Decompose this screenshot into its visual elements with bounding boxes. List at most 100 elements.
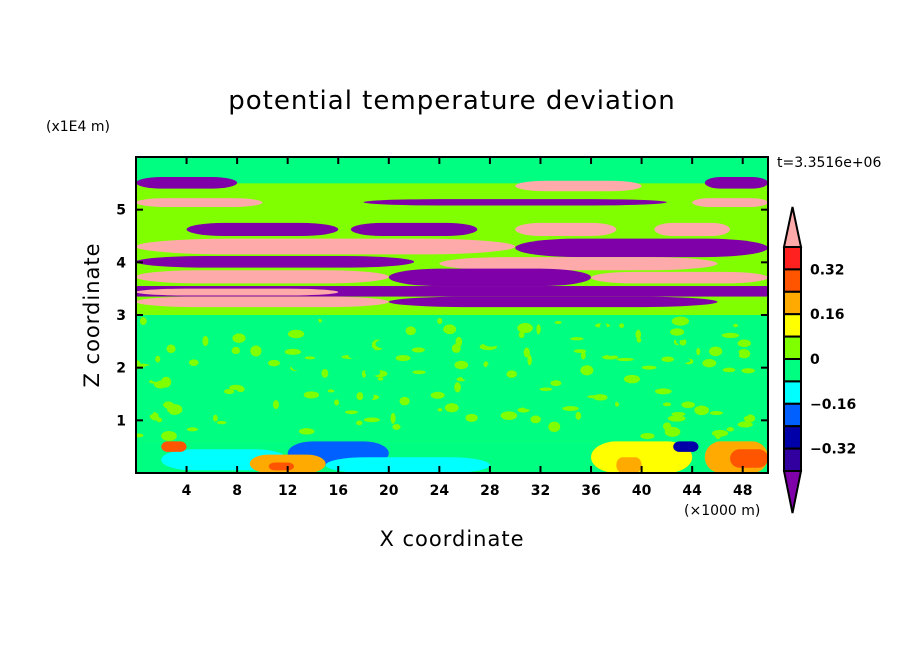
contour-blob (518, 430, 527, 441)
y-tick-label: 4 (116, 255, 126, 271)
contour-blob (527, 354, 532, 366)
x-tick-label: 48 (733, 483, 752, 499)
contour-region (136, 256, 415, 268)
contour-blob (531, 374, 544, 381)
contour-blob (685, 414, 697, 425)
contour-blob (718, 374, 724, 380)
contour-region (161, 441, 187, 452)
contour-blob (554, 320, 562, 325)
contour-region (268, 462, 294, 471)
contour-blob (649, 426, 660, 434)
contour-blob (395, 354, 411, 362)
contour-blob (672, 336, 686, 341)
contour-region (515, 222, 617, 236)
contour-blob (254, 363, 264, 374)
contour-region (136, 177, 238, 189)
colorbar-tick-label: 0.16 (810, 307, 845, 323)
contour-blob (679, 352, 694, 357)
contour-blob (614, 401, 620, 407)
contour-region (704, 177, 768, 189)
contour-blob (210, 354, 227, 359)
contour-blob (734, 406, 750, 418)
contour-blob (549, 347, 565, 354)
x-tick-label: 24 (430, 483, 450, 499)
contour-blob (216, 420, 227, 425)
contour-blob (298, 428, 315, 435)
contour-blob (470, 341, 478, 351)
contour-region (654, 222, 731, 236)
contour-region (136, 270, 389, 284)
contour-blob (686, 334, 697, 341)
contour-blob (461, 372, 475, 381)
contour-blob (356, 420, 363, 426)
contour-blob (430, 391, 445, 399)
contour-blob (444, 403, 459, 413)
contour-blob (375, 339, 391, 349)
contour-blob (664, 426, 681, 437)
contour-blob (733, 323, 738, 328)
contour-blob (161, 430, 177, 441)
contour-blob (287, 329, 305, 339)
contour-blob (490, 371, 504, 376)
contour-blob (324, 317, 342, 326)
contour-blob (483, 338, 500, 347)
contour-blob (272, 400, 279, 410)
contour-blob (391, 319, 408, 330)
contour-blob (166, 344, 176, 354)
chart-title: potential temperature deviation (228, 86, 676, 116)
contour-blob (327, 389, 335, 393)
contour-blob (549, 357, 564, 368)
contour-blob (385, 330, 398, 337)
contour-blob (360, 391, 374, 402)
contour-blob (539, 387, 553, 391)
contour-blob (753, 377, 762, 385)
colorbar-extend-min (782, 470, 803, 514)
y-tick-label: 5 (116, 203, 126, 219)
contour-blob (454, 382, 461, 393)
x-tick-label: 8 (232, 483, 242, 499)
contour-blob (616, 357, 634, 362)
colorbar-tick-label: 0 (810, 352, 820, 368)
colorbar-swatch (783, 268, 802, 293)
contour-blob (724, 349, 740, 359)
colorbar-swatch (783, 402, 802, 428)
contour-blob (483, 402, 493, 409)
colorbar-tick-label: −0.32 (810, 442, 856, 458)
x-tick-label: 4 (182, 483, 192, 499)
contour-blob (741, 368, 755, 374)
contour-region (591, 441, 693, 473)
contour-blob (334, 399, 340, 406)
contour-blob (418, 332, 432, 341)
contour-blob (188, 382, 206, 391)
contour-region (136, 157, 768, 184)
time-label: t=3.3516e+06 (777, 155, 882, 171)
contour-blob (570, 337, 584, 341)
contour-blob (565, 400, 580, 406)
contour-blob (321, 368, 329, 378)
contour-blob (154, 404, 166, 414)
colorbar-swatch (783, 290, 802, 316)
y-tick-label: 1 (116, 413, 126, 429)
contour-region (388, 296, 718, 308)
colorbar: 0.32 0.16 0 −0.16 −0.32 (782, 206, 856, 514)
contour-blob (737, 348, 751, 359)
colorbar-extend-max (782, 206, 803, 248)
contour-blob (605, 422, 614, 430)
contour-blob (213, 414, 218, 422)
contour-blob (561, 411, 566, 415)
contour-region (325, 457, 490, 473)
contour-blob (239, 423, 248, 432)
contour-blob (250, 373, 256, 377)
contour-blob (466, 353, 483, 360)
colorbar-tick-label: 0.32 (810, 262, 845, 278)
contour-blob (662, 402, 672, 407)
contour-blob (268, 359, 280, 367)
contour-blob (735, 327, 750, 336)
contour-region (616, 457, 642, 473)
contour-blob (698, 321, 709, 332)
contour-blob (261, 427, 271, 432)
contour-region (515, 180, 642, 192)
contour-blob (573, 349, 587, 354)
contour-blob (139, 316, 147, 326)
contour-blob (348, 352, 359, 359)
